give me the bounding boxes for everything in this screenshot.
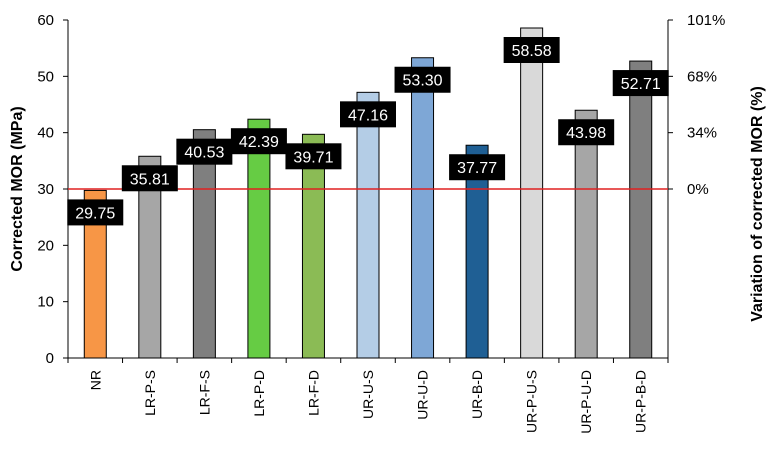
x-tick-label: UR-U-D: [415, 370, 431, 420]
value-labels: 29.75 35.81 40.53 42.39 39.71 47.16 53.30 37.77…: [67, 36, 669, 226]
y-tick-label: 60: [37, 12, 54, 29]
value-label-box: [285, 143, 342, 170]
x-tick-label: NR: [87, 370, 103, 390]
value-label-box: [121, 165, 178, 192]
value-label-box: [503, 36, 560, 63]
y-tick-label: 30: [37, 181, 54, 198]
value-label-box: [176, 138, 233, 165]
y-tick-label: 10: [37, 294, 54, 311]
value-label-box: [449, 154, 506, 181]
x-tick-label: LR-F-S: [196, 370, 212, 415]
value-label: 53.30: [403, 73, 443, 90]
value-label: 40.53: [184, 145, 224, 162]
value-label-box: [558, 119, 615, 146]
bar: [629, 60, 653, 359]
bar: [192, 129, 216, 359]
bar: [411, 57, 435, 359]
x-tick-label: UR-U-S: [360, 370, 376, 419]
tick-labels: 0 10 20 30 40 50 60 0% 34% 68% 101% NR LR-P-S LR-F-S L…: [37, 12, 725, 434]
value-label: 42.39: [239, 134, 279, 151]
y2-axis-title: Variation of corrected MOR (%): [749, 86, 766, 322]
value-label-box: [67, 199, 124, 226]
value-label: 39.71: [293, 149, 333, 166]
x-tick-label: UR-P-U-S: [524, 370, 540, 433]
bar: [356, 91, 380, 359]
bars: [83, 27, 653, 359]
bar: [301, 133, 325, 359]
bar: [520, 27, 544, 359]
value-label: 43.98: [566, 125, 606, 142]
y2-tick-label: 0%: [687, 181, 709, 198]
value-label-box: [230, 128, 287, 155]
y-tick-label: 20: [37, 237, 54, 254]
bar: [465, 144, 489, 359]
x-tick-label: UR-P-B-D: [633, 370, 649, 433]
value-label: 47.16: [348, 107, 388, 124]
x-tick-label: UR-B-D: [469, 370, 485, 419]
y-tick-label: 50: [37, 68, 54, 85]
y2-tick-label: 34%: [687, 125, 717, 142]
y-axis-title: Corrected MOR (MPa): [9, 106, 26, 271]
y2-tick-label: 68%: [687, 68, 717, 85]
y-tick-label: 0: [46, 350, 54, 367]
x-tick-label: LR-P-S: [142, 370, 158, 416]
bar: [83, 189, 107, 359]
value-label-box: [394, 66, 451, 93]
bar: [574, 109, 598, 359]
value-label: 35.81: [130, 171, 170, 188]
y-tick-label: 40: [37, 125, 54, 142]
value-label-box: [612, 70, 669, 97]
value-label: 29.75: [75, 205, 115, 222]
x-tick-label: LR-P-D: [251, 370, 267, 417]
bar: [138, 155, 162, 359]
value-label-box: [340, 101, 396, 128]
value-label: 58.58: [512, 43, 552, 60]
x-tick-label: LR-F-D: [305, 370, 321, 416]
bar: [247, 118, 271, 359]
y2-tick-label: 101%: [687, 12, 725, 29]
value-label: 52.71: [621, 76, 661, 93]
x-tick-label: UR-P-U-D: [578, 370, 594, 434]
value-label: 37.77: [457, 160, 497, 177]
